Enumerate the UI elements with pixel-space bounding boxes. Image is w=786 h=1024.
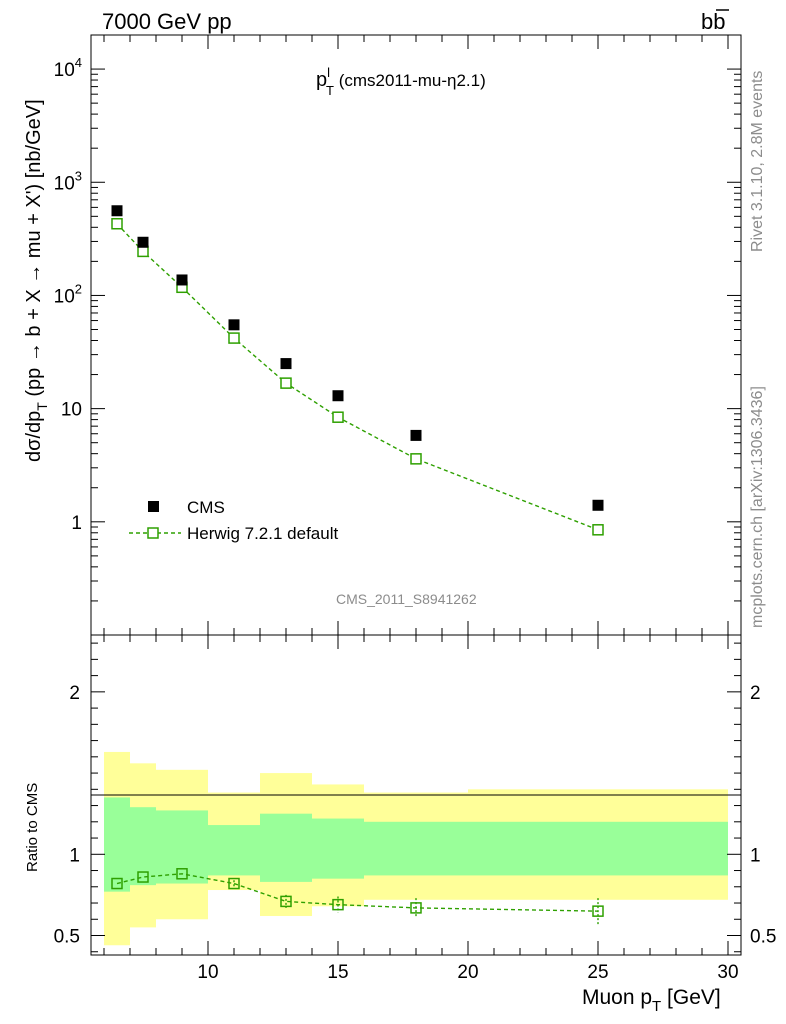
y-tick-label: 103 xyxy=(54,168,82,194)
main-frame xyxy=(90,34,742,636)
legend-mc-label: Herwig 7.2.1 default xyxy=(187,524,338,543)
ratio-point xyxy=(137,871,149,883)
band-inner xyxy=(104,797,130,892)
main-y-axis-label: dσ/dpT (pp → b + X → mu + X') [nb/GeV] xyxy=(23,99,50,462)
ratio-y-tick-label-left: 0.5 xyxy=(54,927,80,948)
band-inner xyxy=(468,821,728,876)
data-point xyxy=(332,390,344,402)
mcplots-label: mcplots.cern.ch [arXiv:1306.3436] xyxy=(749,386,766,628)
ratio-mc-series xyxy=(111,868,604,925)
legend-data-label: CMS xyxy=(187,498,225,517)
rivet-label: Rivet 3.1.10, 2.8M events xyxy=(749,71,766,252)
band-inner xyxy=(312,818,364,879)
ratio-y-axis-label: Ratio to CMS xyxy=(24,783,41,872)
ratio-y-tick-label-right: 1 xyxy=(750,845,761,866)
legend-data-marker xyxy=(148,501,159,512)
ratio-line xyxy=(116,873,599,912)
band-inner xyxy=(130,807,156,886)
ratio-point xyxy=(111,877,123,890)
ratio-point xyxy=(332,898,344,911)
data-point xyxy=(137,236,149,248)
ratio-point xyxy=(592,905,604,917)
band-inner xyxy=(364,821,468,876)
ratio-uncertainty-bands xyxy=(104,751,728,946)
y-tick-label: 10 xyxy=(61,400,82,421)
band-inner xyxy=(260,813,312,882)
x-tick-label: 25 xyxy=(587,962,608,983)
mc-point xyxy=(228,332,240,344)
band-inner xyxy=(208,825,260,876)
x-tick-label: 15 xyxy=(327,962,348,983)
x-tick-labels: 10 15 20 25 30 xyxy=(197,962,738,983)
mc-point xyxy=(280,377,292,389)
legend: CMS Herwig 7.2.1 default xyxy=(129,498,338,543)
data-point xyxy=(111,205,123,217)
data-series xyxy=(111,205,604,511)
main-title: pl T (cms2011-mu-η2.1) xyxy=(316,65,486,98)
data-point xyxy=(280,358,292,370)
ratio-y-tick-label-left: 2 xyxy=(69,683,80,704)
ratio-y-tick-label-right: 2 xyxy=(750,683,761,704)
data-point xyxy=(228,319,240,331)
mc-point xyxy=(592,524,604,536)
ratio-point xyxy=(280,895,292,908)
ratio-panel: 0.5 0.5 1 1 2 2 10 15 20 25 30 Ratio to CMS Muon … xyxy=(24,634,777,1015)
x-tick-label: 20 xyxy=(457,962,478,983)
band-inner xyxy=(156,810,208,884)
mc-point xyxy=(332,411,344,423)
y-tick-label: 1 xyxy=(71,513,82,534)
legend-mc-marker xyxy=(147,527,159,539)
header-left: 7000 GeV pp xyxy=(102,9,232,34)
mc-point xyxy=(137,245,149,258)
ratio-y-tick-label-left: 1 xyxy=(69,845,80,866)
ratio-point xyxy=(228,877,240,890)
header-right: bb xyxy=(701,9,726,34)
data-point xyxy=(176,274,188,286)
mc-series xyxy=(111,217,604,536)
ratio-y-tick-labels: 0.5 0.5 1 1 2 2 xyxy=(54,683,777,948)
x-tick-label: 30 xyxy=(717,962,738,983)
ratio-ticks xyxy=(91,635,741,955)
mc-point xyxy=(111,217,123,230)
data-point xyxy=(592,499,604,511)
x-tick-label: 10 xyxy=(197,962,218,983)
mc-line xyxy=(116,223,599,531)
data-point xyxy=(410,429,422,441)
analysis-watermark: CMS_2011_S8941262 xyxy=(336,591,477,607)
ratio-y-tick-label-right: 0.5 xyxy=(750,927,776,948)
y-tick-label: 102 xyxy=(54,281,82,307)
mc-point xyxy=(410,453,422,465)
ratio-point xyxy=(176,868,188,880)
y-tick-label: 104 xyxy=(54,55,82,81)
ratio-point xyxy=(410,902,422,914)
header-right-bar: b xyxy=(713,9,725,34)
main-ticks xyxy=(91,34,741,636)
x-axis-label: Muon pT [GeV] xyxy=(582,986,721,1015)
